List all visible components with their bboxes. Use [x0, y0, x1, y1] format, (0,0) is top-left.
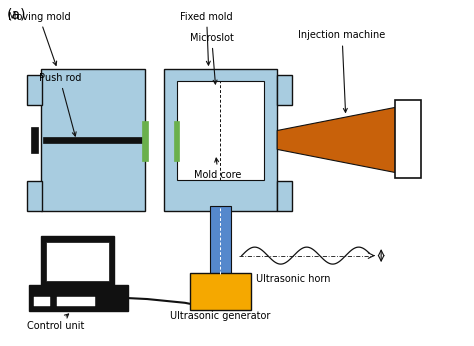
Text: Mold core: Mold core	[194, 158, 242, 180]
Bar	[41, 69, 145, 211]
Bar	[164, 69, 277, 211]
Text: Moving mold: Moving mold	[8, 11, 71, 65]
Bar	[395, 100, 421, 178]
Bar	[27, 182, 42, 211]
Bar	[190, 273, 251, 310]
Text: (a): (a)	[6, 8, 26, 22]
Bar	[43, 137, 143, 143]
Bar	[27, 75, 42, 104]
Text: Ultrasonic horn: Ultrasonic horn	[256, 274, 330, 284]
Bar	[46, 242, 109, 281]
Bar	[277, 75, 292, 104]
Bar	[31, 127, 37, 153]
Bar	[277, 182, 292, 211]
Text: Ultrasonic generator: Ultrasonic generator	[170, 311, 271, 321]
Bar	[174, 121, 179, 161]
Text: Microslot: Microslot	[190, 33, 234, 84]
Bar	[400, 112, 412, 168]
Bar	[210, 206, 231, 274]
Bar	[34, 297, 50, 306]
Bar	[41, 236, 114, 285]
Text: Injection machine: Injection machine	[299, 30, 386, 112]
Polygon shape	[277, 107, 398, 173]
Text: Fixed mold: Fixed mold	[180, 11, 233, 65]
Bar	[57, 297, 95, 306]
Bar	[29, 285, 128, 311]
Text: Push rod: Push rod	[38, 73, 81, 136]
Text: Control unit: Control unit	[27, 314, 84, 331]
Bar	[176, 81, 264, 180]
Bar	[143, 121, 148, 161]
